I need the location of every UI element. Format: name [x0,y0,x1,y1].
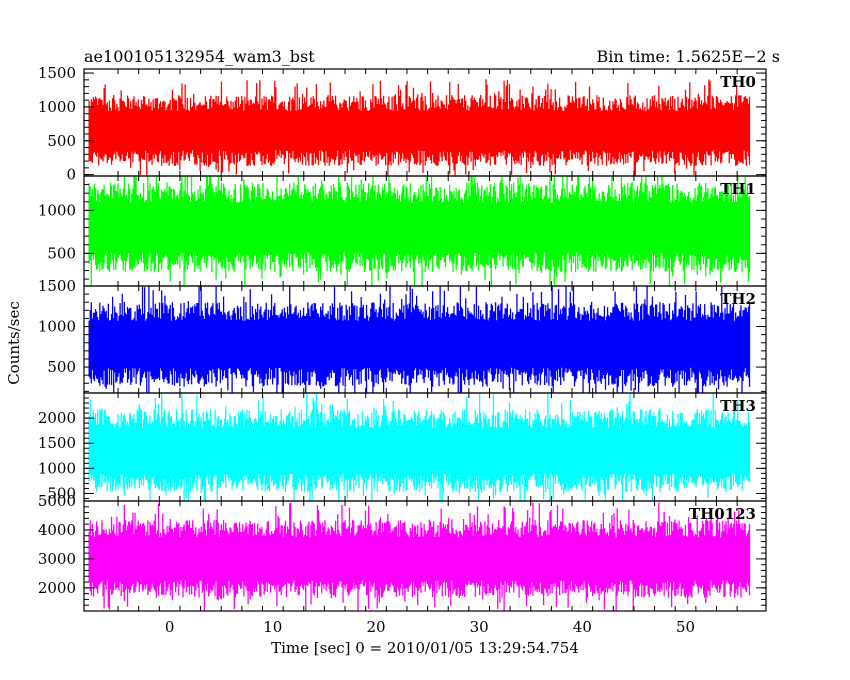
panel-label-th1: TH1 [720,180,756,198]
panel-th3: 500 1000 1500 2000 TH3 [38,392,767,502]
y-tick-label: 5000 [38,492,76,510]
panel-label-th0: TH0 [720,73,756,91]
y-tick-label: 1000 [38,98,76,116]
x-tick-label: 40 [573,618,592,636]
panel-th0123: 2000 3000 4000 5000 TH0123 [38,492,767,612]
x-axis-label: Time [sec] 0 = 2010/01/05 13:29:54.754 [271,639,579,657]
y-tick-label: 2000 [38,409,76,427]
panel-label-th2: TH2 [720,290,756,308]
y-axis-label: Counts/sec [5,301,23,385]
y-tick-label: 1000 [38,201,76,219]
y-tick-label: 500 [47,358,76,376]
y-tick-label: 1000 [38,318,76,336]
series-th2 [88,286,751,393]
series-th0123 [88,502,751,611]
y-tick-label: 500 [47,484,76,502]
panel-label-th0123: TH0123 [689,505,756,523]
x-tick-label: 50 [676,618,695,636]
panel-th1: 500 1000 TH1 [38,175,767,287]
panel-th2: 500 1000 1500 TH2 [38,277,767,394]
panel-frame [83,500,767,612]
y-tick-label: 1500 [38,434,76,452]
series-th3 [88,393,751,501]
x-axis: 0 10 20 30 40 50 [165,618,695,636]
y-tick-label: 500 [47,132,76,150]
panel-th0: 0 500 1000 1500 TH0 [38,64,767,184]
y-tick-label: 1500 [38,277,76,295]
series-th1 [88,176,751,286]
y-tick-label: 500 [47,244,76,262]
y-tick-label: 0 [66,166,76,184]
y-tick-label: 3000 [38,550,76,568]
bin-time-label: Bin time: 1.5625E−2 s [597,47,780,66]
series-th0 [88,79,751,176]
x-tick-label: 20 [366,618,385,636]
x-tick-label: 0 [165,618,175,636]
x-tick-label: 30 [470,618,489,636]
y-tick-label: 2000 [38,579,76,597]
x-tick-label: 10 [263,618,282,636]
y-tick-label: 1500 [38,64,76,82]
y-tick-label: 4000 [38,521,76,539]
chart-title: ae100105132954_wam3_bst [84,47,315,66]
panel-label-th3: TH3 [720,397,756,415]
y-tick-label: 1000 [38,459,76,477]
